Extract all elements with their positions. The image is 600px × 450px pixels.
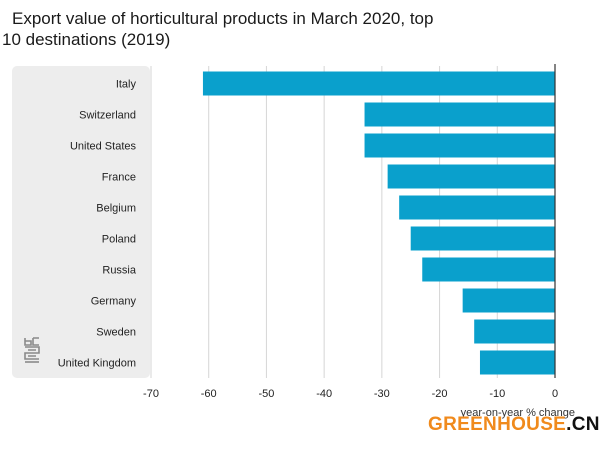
bar — [422, 257, 555, 282]
category-label: Switzerland — [79, 110, 136, 122]
category-label: Russia — [102, 265, 137, 277]
greenhouse-watermark: GREENHOUSE.CN — [428, 414, 600, 436]
bar — [462, 288, 555, 313]
category-label: Belgium — [96, 203, 136, 215]
x-tick-label: -40 — [316, 388, 332, 400]
category-label: Germany — [91, 296, 137, 308]
x-tick-label: -20 — [432, 388, 448, 400]
bar — [202, 71, 555, 96]
bar — [474, 319, 555, 344]
category-label: Italy — [116, 79, 137, 91]
x-tick-label: 0 — [552, 388, 558, 400]
chart-title: Export value of horticultural products i… — [0, 8, 462, 50]
bar — [364, 133, 555, 158]
bar — [387, 164, 555, 189]
x-tick-label: -60 — [201, 388, 217, 400]
x-tick-label: -70 — [143, 388, 159, 400]
x-tick-label: -50 — [258, 388, 274, 400]
chart-title-line2: 10 destinations (2019) — [2, 30, 171, 49]
x-axis-label: year-on-year % change — [461, 407, 575, 419]
bar — [399, 195, 555, 220]
category-label: United States — [70, 141, 137, 153]
x-tick-label: -10 — [489, 388, 505, 400]
category-label-panel — [12, 66, 150, 378]
category-label: Sweden — [96, 327, 136, 339]
category-label: United Kingdom — [58, 358, 136, 370]
chart-title-line1: Export value of horticultural products i… — [12, 9, 434, 28]
watermark-cn: .CN — [566, 414, 600, 435]
bar — [410, 226, 555, 251]
bar — [479, 350, 555, 375]
category-label: France — [102, 172, 136, 184]
x-tick-label: -30 — [374, 388, 390, 400]
watermark-greenhouse: GREENHOUSE — [428, 414, 567, 435]
category-label: Poland — [102, 234, 136, 246]
bar — [364, 102, 555, 127]
cbs-logo-icon — [24, 337, 40, 363]
